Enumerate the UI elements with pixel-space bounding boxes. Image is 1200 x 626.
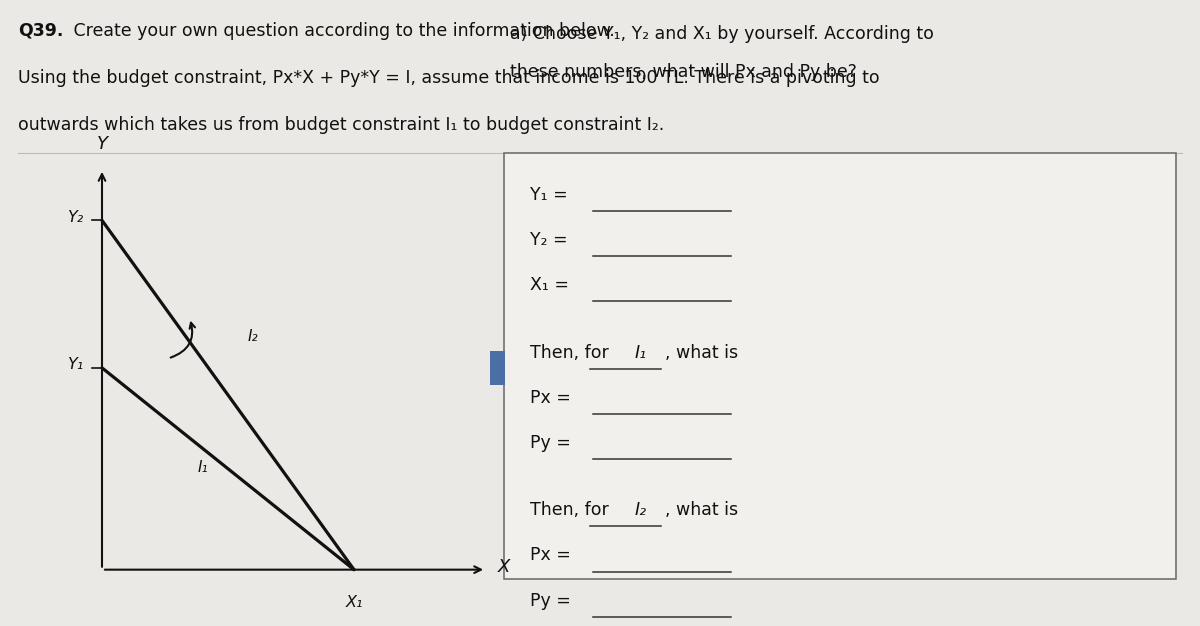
Text: Y₂: Y₂ — [68, 210, 84, 225]
Text: , what is: , what is — [665, 501, 738, 520]
Text: Q39.: Q39. — [18, 22, 64, 40]
Text: Then, for: Then, for — [530, 501, 614, 520]
Text: Using the budget constraint, Px*X + Py*Y = I, assume that income is 100 TL. Ther: Using the budget constraint, Px*X + Py*Y… — [18, 69, 880, 87]
Text: Px =: Px = — [530, 546, 571, 565]
Text: Y₁ =: Y₁ = — [530, 186, 568, 204]
Text: Then, for: Then, for — [530, 344, 614, 362]
Text: Create your own question according to the information below.: Create your own question according to th… — [68, 22, 616, 40]
Text: I₁: I₁ — [635, 344, 647, 362]
Text: Y: Y — [96, 135, 108, 153]
FancyBboxPatch shape — [504, 153, 1176, 579]
Text: X: X — [498, 558, 510, 575]
Bar — [490, 351, 505, 385]
Text: , what is: , what is — [665, 344, 738, 362]
Text: X₁: X₁ — [346, 595, 362, 610]
Text: these numbers, what will Px and Py be?: these numbers, what will Px and Py be? — [510, 63, 857, 81]
Text: Py =: Py = — [530, 434, 571, 452]
Text: Y₂ =: Y₂ = — [530, 231, 568, 249]
Text: I₂: I₂ — [248, 329, 258, 344]
Text: I₁: I₁ — [198, 460, 208, 475]
Text: Py =: Py = — [530, 592, 571, 610]
Text: a) Choose Y₁, Y₂ and X₁ by yourself. According to: a) Choose Y₁, Y₂ and X₁ by yourself. Acc… — [510, 25, 934, 43]
Text: X₁ =: X₁ = — [530, 276, 570, 294]
Text: Y₁: Y₁ — [68, 357, 84, 372]
Text: outwards which takes us from budget constraint I₁ to budget constraint I₂.: outwards which takes us from budget cons… — [18, 116, 665, 134]
Text: Px =: Px = — [530, 389, 571, 407]
Text: I₂: I₂ — [635, 501, 647, 520]
